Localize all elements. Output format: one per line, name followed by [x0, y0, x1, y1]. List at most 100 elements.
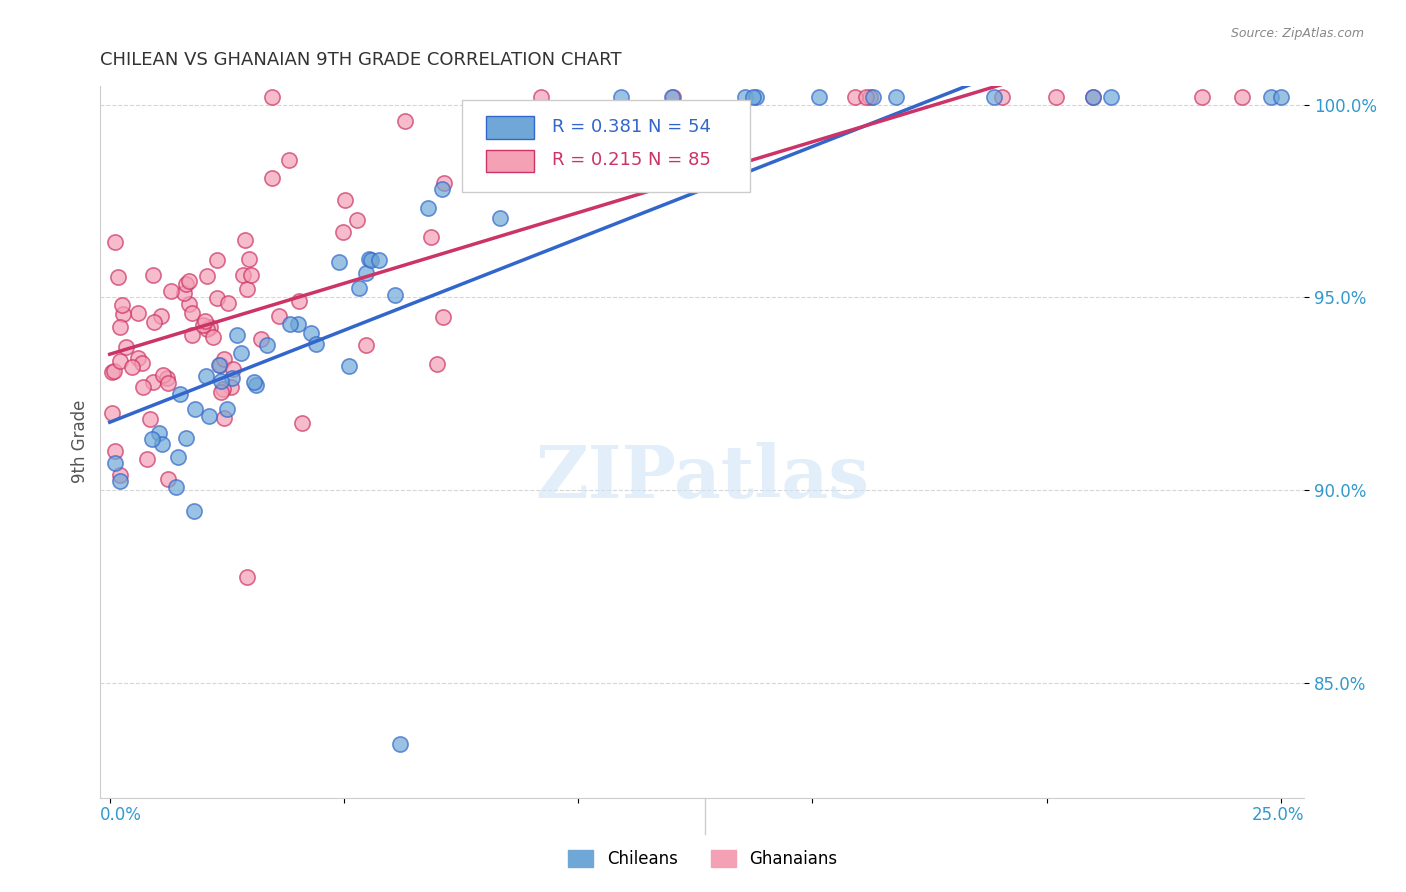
- Point: [107, 270, 129, 285]
- Point: [212, 382, 235, 396]
- Point: [734, 90, 756, 104]
- Legend: Chileans, Ghanaians: Chileans, Ghanaians: [562, 843, 844, 875]
- Text: Source: ZipAtlas.com: Source: ZipAtlas.com: [1230, 27, 1364, 40]
- Point: [333, 193, 356, 207]
- Text: CHILEAN VS GHANAIAN 9TH GRADE CORRELATION CHART: CHILEAN VS GHANAIAN 9TH GRADE CORRELATIO…: [100, 51, 621, 69]
- Text: R = 0.381: R = 0.381: [551, 118, 643, 136]
- Point: [240, 268, 263, 282]
- Point: [430, 182, 453, 196]
- Point: [217, 401, 239, 416]
- Point: [245, 377, 267, 392]
- Point: [260, 90, 283, 104]
- FancyBboxPatch shape: [461, 100, 751, 193]
- Point: [157, 472, 180, 486]
- Point: [546, 156, 568, 170]
- Point: [131, 355, 153, 369]
- Point: [209, 385, 232, 400]
- Point: [661, 90, 683, 104]
- Point: [741, 90, 763, 104]
- Point: [384, 287, 406, 301]
- Point: [1099, 90, 1122, 104]
- Point: [290, 416, 312, 430]
- Point: [288, 293, 311, 308]
- Point: [229, 346, 252, 360]
- Point: [419, 229, 441, 244]
- Point: [104, 443, 127, 458]
- Text: 25.0%: 25.0%: [1251, 805, 1305, 823]
- Point: [214, 351, 236, 366]
- Point: [135, 452, 157, 467]
- Point: [368, 253, 391, 268]
- Point: [156, 371, 179, 385]
- Point: [132, 380, 155, 394]
- Text: ZIPatlas: ZIPatlas: [536, 442, 869, 513]
- Point: [389, 737, 412, 751]
- Point: [357, 252, 380, 266]
- Point: [346, 213, 368, 227]
- Point: [299, 326, 322, 341]
- Point: [208, 358, 231, 372]
- Point: [221, 371, 243, 385]
- Point: [108, 474, 131, 488]
- Point: [181, 327, 204, 342]
- Point: [104, 456, 127, 470]
- Point: [195, 269, 218, 284]
- Point: [195, 368, 218, 383]
- Point: [233, 233, 256, 247]
- Point: [217, 295, 239, 310]
- FancyBboxPatch shape: [485, 116, 534, 139]
- Point: [112, 307, 135, 321]
- Point: [221, 362, 243, 376]
- Point: [121, 359, 143, 374]
- Point: [243, 375, 266, 389]
- Y-axis label: 9th Grade: 9th Grade: [72, 401, 89, 483]
- Point: [100, 365, 122, 379]
- Point: [991, 90, 1014, 104]
- Point: [305, 336, 328, 351]
- Point: [104, 235, 127, 249]
- Point: [1083, 90, 1105, 104]
- Point: [212, 411, 235, 425]
- Point: [661, 90, 683, 104]
- Point: [278, 153, 301, 167]
- Point: [503, 177, 526, 191]
- Point: [332, 225, 354, 239]
- Point: [844, 90, 866, 104]
- Point: [127, 351, 149, 365]
- Point: [184, 401, 207, 416]
- Point: [855, 90, 877, 104]
- Point: [165, 480, 187, 494]
- Point: [194, 314, 217, 328]
- Point: [183, 504, 205, 518]
- Point: [488, 211, 510, 225]
- Point: [1191, 90, 1213, 104]
- Point: [267, 309, 290, 323]
- Point: [337, 359, 360, 374]
- Point: [205, 253, 228, 268]
- FancyBboxPatch shape: [485, 150, 534, 172]
- Point: [884, 90, 907, 104]
- Text: R = 0.215: R = 0.215: [551, 152, 643, 169]
- Point: [519, 148, 541, 162]
- Point: [1045, 90, 1067, 104]
- Point: [394, 113, 416, 128]
- Point: [141, 433, 163, 447]
- Point: [108, 354, 131, 368]
- Point: [173, 286, 195, 301]
- Point: [360, 253, 382, 268]
- Point: [418, 202, 440, 216]
- Point: [238, 252, 260, 267]
- Point: [142, 375, 165, 389]
- Point: [103, 364, 125, 378]
- Point: [354, 338, 377, 352]
- Point: [159, 285, 181, 299]
- Point: [730, 161, 752, 176]
- Point: [142, 268, 165, 282]
- Point: [1260, 90, 1282, 104]
- Text: N = 54: N = 54: [648, 118, 711, 136]
- Point: [101, 406, 124, 420]
- Text: N = 85: N = 85: [648, 152, 711, 169]
- Point: [425, 357, 447, 371]
- Point: [1270, 90, 1292, 104]
- Text: 0.0%: 0.0%: [100, 805, 142, 823]
